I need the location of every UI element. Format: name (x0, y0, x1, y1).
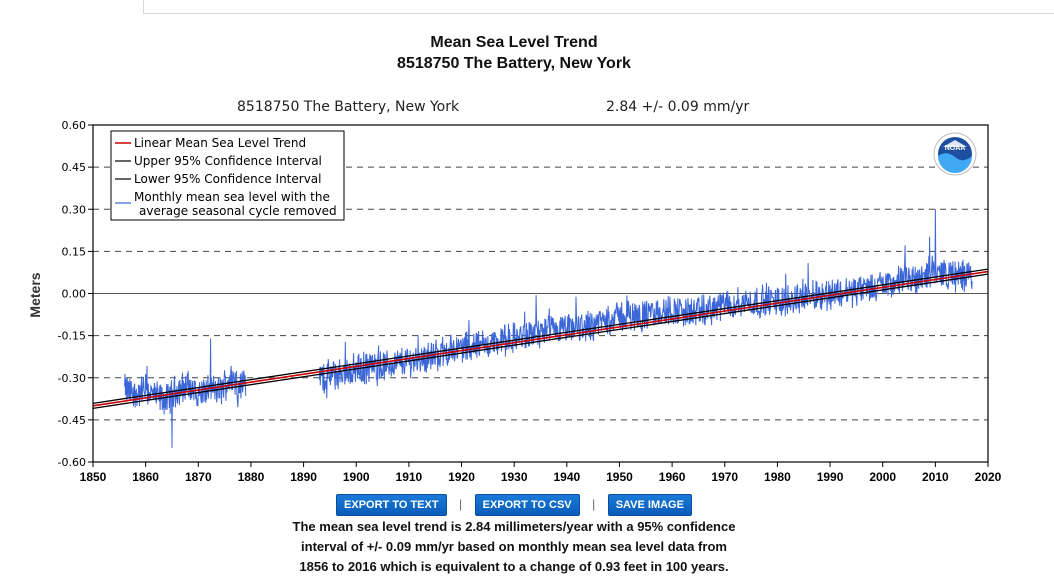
y-tick-label: 0.45 (62, 161, 87, 174)
legend-label-lower: Lower 95% Confidence Interval (134, 172, 322, 186)
monthly-series-line (318, 209, 973, 399)
y-axis-ticks: 0.60 0.45 0.30 0.15 0.00 -0.15 -0.30 -0.45 -0.60 (58, 119, 93, 469)
trend-summary: The mean sea level trend is 2.84 millime… (0, 517, 1028, 577)
legend-box (110, 130, 345, 221)
y-tick-label: -0.30 (58, 372, 86, 385)
save-image-button[interactable]: SAVE IMAGE (607, 494, 692, 516)
y-tick-label: -0.60 (58, 456, 86, 469)
x-tick-label: 1860 (132, 470, 159, 484)
toolbar-separator: | (592, 497, 596, 511)
lower-ci-line (92, 273, 989, 409)
x-tick-label: 1980 (764, 470, 791, 484)
x-tick-label: 1950 (606, 470, 633, 484)
y-tick-label: 0.60 (62, 119, 87, 132)
x-tick-label: 1880 (238, 470, 265, 484)
summary-line-3: 1856 to 2016 which is equivalent to a ch… (299, 559, 729, 574)
x-tick-label: 1920 (448, 470, 475, 484)
upper-ci-line (92, 268, 989, 404)
x-tick-label: 1970 (711, 470, 738, 484)
y-tick-label: -0.15 (58, 330, 86, 343)
toolbar-separator: | (459, 497, 463, 511)
y-tick-label: -0.45 (58, 414, 86, 427)
y-tick-label: 0.00 (62, 288, 87, 301)
x-tick-label: 1930 (501, 470, 528, 484)
x-tick-label: 1960 (659, 470, 686, 484)
export-toolbar: EXPORT TO TEXT | EXPORT TO CSV | SAVE IM… (0, 494, 1028, 516)
x-tick-label: 2010 (922, 470, 949, 484)
legend-label-upper: Upper 95% Confidence Interval (134, 154, 322, 168)
x-tick-label: 1850 (80, 470, 107, 484)
noaa-logo-text: NOAA (945, 145, 966, 152)
station-label: 8518750 The Battery, New York (237, 99, 460, 115)
trend-pm: +/- (641, 99, 664, 115)
chart-title: Mean Sea Level Trend (430, 34, 598, 51)
x-tick-label: 1890 (290, 470, 317, 484)
x-tick-label: 1910 (396, 470, 423, 484)
x-tick-label: 1990 (817, 470, 844, 484)
x-tick-label: 2000 (869, 470, 896, 484)
trend-value: 2.84 (606, 99, 638, 115)
page-top-border (143, 0, 1054, 14)
y-tick-label: 0.30 (62, 203, 87, 216)
monthly-series (124, 209, 973, 449)
x-axis-ticks: 1850 1860 1870 1880 1890 1900 1910 1920 1930 1940… (80, 462, 1002, 484)
summary-line-1: The mean sea level trend is 2.84 millime… (292, 519, 736, 534)
legend-label-monthly-2: average seasonal cycle removed (139, 204, 337, 218)
chart-legend: Linear Mean Sea Level Trend Upper 95% Co… (110, 130, 345, 221)
legend-label-trend: Linear Mean Sea Level Trend (134, 136, 306, 150)
summary-line-2: interval of +/- 0.09 mm/yr based on mont… (301, 539, 727, 554)
y-tick-label: 0.15 (62, 245, 87, 258)
y-axis-label: Meters (27, 272, 43, 317)
x-tick-label: 1870 (185, 470, 212, 484)
trend-label: 2.84 +/- 0.09 mm/yr (606, 99, 749, 115)
x-tick-label: 1900 (343, 470, 370, 484)
sea-level-chart: 0.60 0.45 0.30 0.15 0.00 -0.15 -0.30 -0.45 -0.60… (27, 119, 1002, 484)
chart-subtitle: 8518750 The Battery, New York (397, 55, 631, 72)
export-text-button[interactable]: EXPORT TO TEXT (336, 494, 447, 516)
trend-line (92, 270, 989, 407)
export-csv-button[interactable]: EXPORT TO CSV (474, 494, 580, 516)
x-tick-label: 1940 (553, 470, 580, 484)
monthly-series-line (124, 338, 247, 449)
legend-label-monthly-1: Monthly mean sea level with the (134, 190, 330, 204)
trend-error: 0.09 mm/yr (667, 99, 750, 115)
trend-lines (92, 268, 989, 409)
x-tick-label: 2020 (975, 470, 1002, 484)
noaa-logo: NOAA (933, 132, 977, 176)
